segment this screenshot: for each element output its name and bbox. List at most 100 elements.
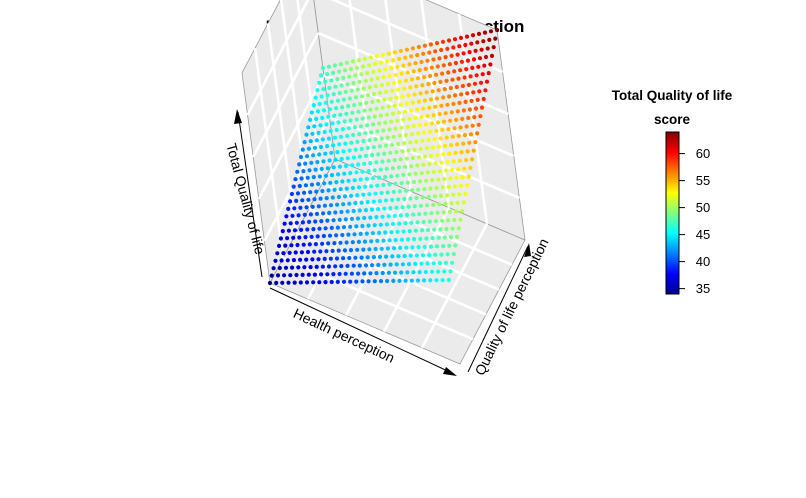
data-point (438, 193, 444, 198)
data-point (425, 261, 430, 266)
data-point (470, 157, 475, 162)
data-point (368, 55, 373, 60)
data-point (329, 150, 334, 155)
data-point (330, 195, 335, 200)
data-point (416, 131, 421, 136)
data-point (299, 250, 304, 255)
data-point (422, 98, 427, 103)
data-point (420, 253, 426, 258)
data-point (413, 61, 418, 66)
data-point (438, 136, 443, 141)
data-point (329, 225, 334, 230)
data-point (406, 93, 411, 98)
data-point (296, 265, 301, 270)
data-point (324, 122, 329, 127)
data-point (458, 35, 464, 41)
data-point (421, 51, 426, 56)
colorbar-tick-label: 40 (696, 254, 710, 269)
data-point (319, 94, 324, 99)
data-point (362, 108, 367, 113)
data-point (371, 255, 376, 260)
data-point (356, 239, 361, 244)
data-point (334, 233, 339, 238)
data-point (402, 141, 407, 146)
data-point (413, 261, 418, 266)
data-point (317, 101, 322, 107)
data-point (436, 235, 441, 240)
data-point (452, 184, 457, 189)
data-point (401, 229, 406, 234)
data-point (353, 95, 359, 100)
data-point (374, 160, 379, 165)
colorbar-tick-label: 60 (696, 146, 710, 161)
data-point (385, 278, 390, 284)
data-point (450, 226, 455, 231)
data-point (452, 69, 457, 74)
data-point (401, 172, 406, 178)
data-point (302, 190, 307, 195)
data-point (328, 256, 333, 261)
data-point (421, 162, 426, 167)
data-point (428, 97, 434, 102)
data-point (481, 39, 486, 44)
data-point (335, 150, 340, 155)
data-point (423, 66, 428, 71)
data-point (327, 107, 333, 112)
data-point (435, 210, 440, 215)
data-point (377, 144, 382, 149)
data-point (293, 250, 298, 255)
data-point (341, 225, 347, 230)
data-point (358, 231, 363, 236)
data-point (333, 264, 338, 269)
data-point (326, 136, 331, 141)
data-point (440, 185, 445, 190)
data-point (385, 190, 390, 195)
data-point (441, 119, 447, 124)
data-point (341, 202, 346, 207)
data-point (406, 204, 411, 209)
data-point (335, 202, 340, 207)
data-point (375, 183, 380, 188)
data-point (335, 77, 340, 82)
floor-grid-line (308, 207, 500, 291)
data-point (463, 157, 469, 163)
data-point (407, 62, 412, 67)
data-point (386, 51, 391, 56)
data-point (489, 53, 495, 59)
data-point (322, 203, 327, 208)
data-point (366, 115, 371, 120)
data-point (373, 191, 378, 196)
data-point (439, 160, 444, 165)
data-point (351, 155, 356, 160)
data-point (379, 136, 384, 141)
data-point (307, 242, 312, 247)
data-point (285, 258, 290, 263)
data-point (462, 166, 467, 171)
data-point (378, 222, 383, 227)
data-point (314, 189, 319, 194)
data-point (366, 223, 371, 228)
data-point (426, 137, 431, 142)
data-point (365, 93, 371, 98)
data-point (444, 135, 449, 140)
data-point (347, 255, 352, 261)
data-point (332, 187, 337, 192)
data-point (297, 183, 302, 189)
data-point (446, 38, 452, 43)
data-point (378, 113, 383, 118)
data-point (301, 242, 306, 247)
data-point (440, 71, 445, 76)
data-point (361, 86, 366, 91)
data-point (294, 220, 299, 225)
data-point (383, 174, 388, 180)
data-point (320, 65, 325, 71)
data-point (440, 127, 445, 132)
data-point (422, 278, 427, 283)
data-point (355, 139, 360, 144)
data-point (475, 131, 480, 136)
data-point (344, 60, 349, 65)
data-point (460, 208, 465, 214)
data-point (368, 107, 373, 112)
data-point (305, 154, 310, 159)
data-point (376, 98, 381, 103)
